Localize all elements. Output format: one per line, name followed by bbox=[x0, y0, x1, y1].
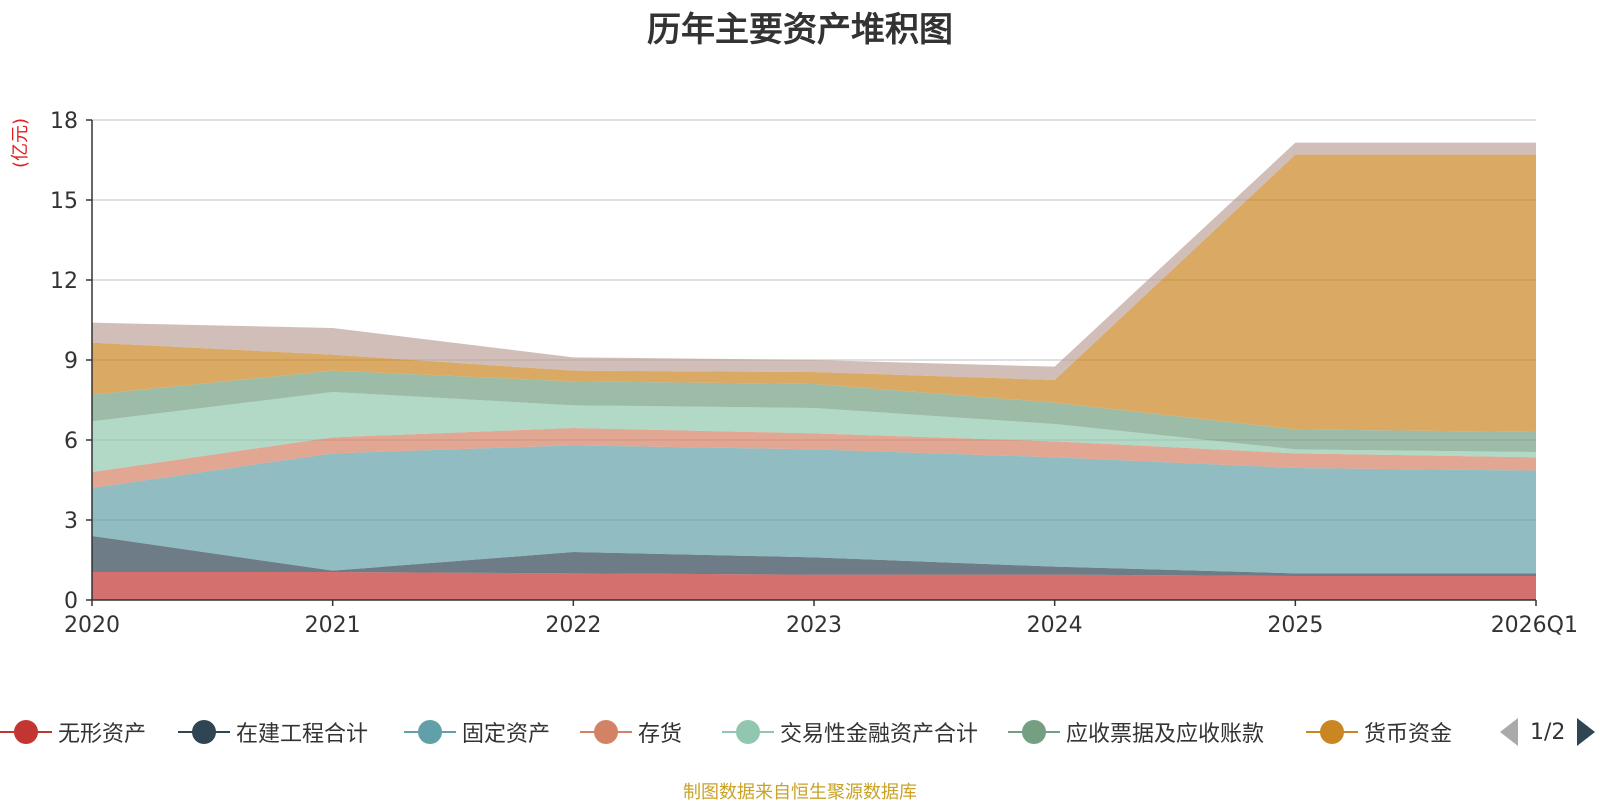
legend-marker-icon bbox=[178, 712, 230, 752]
legend-item[interactable]: 固定资产 bbox=[404, 712, 550, 752]
area-series-3 bbox=[92, 445, 1536, 574]
area-series-5 bbox=[92, 392, 1536, 472]
y-tick-label: 18 bbox=[50, 109, 78, 134]
data-source-note: 制图数据来自恒生聚源数据库 bbox=[683, 782, 917, 803]
legend-pager: 1/2 bbox=[1500, 712, 1596, 752]
legend-marker-icon bbox=[1008, 712, 1060, 752]
legend-label: 货币资金 bbox=[1364, 722, 1453, 747]
x-tick-label: 2023 bbox=[786, 613, 842, 638]
legend-item[interactable]: 应收票据及应收账款 bbox=[1008, 712, 1264, 752]
legend-item[interactable]: 无形资产 bbox=[0, 712, 146, 752]
area-series-6 bbox=[92, 370, 1536, 452]
y-tick-label: 6 bbox=[64, 429, 78, 454]
chart-title: 历年主要资产堆积图 bbox=[647, 10, 953, 50]
legend-item[interactable]: 交易性金融资产合计 bbox=[722, 712, 978, 752]
legend-marker-icon bbox=[1306, 712, 1358, 752]
x-tick-label: 2022 bbox=[545, 613, 601, 638]
legend-label: 固定资产 bbox=[462, 722, 551, 747]
legend-item[interactable]: 存货 bbox=[580, 712, 682, 752]
legend-prev-page-icon[interactable] bbox=[1500, 718, 1518, 746]
axes: 0 3 6 9 12 15 18 2020 2021 2022 2023 2024 2025 2026Q1 bbox=[50, 109, 1578, 638]
y-tick-label: 9 bbox=[64, 349, 78, 374]
legend-marker-icon bbox=[404, 712, 456, 752]
legend-label: 交易性金融资产合计 bbox=[780, 722, 979, 747]
legend-item[interactable]: 在建工程合计 bbox=[178, 712, 368, 752]
area-series-2 bbox=[92, 536, 1536, 576]
x-tick-label: 2020 bbox=[64, 613, 120, 638]
area-series-1 bbox=[92, 572, 1536, 600]
legend-label: 应收票据及应收账款 bbox=[1066, 722, 1265, 747]
x-tick-label: 2026Q1 bbox=[1491, 613, 1578, 638]
legend-label: 在建工程合计 bbox=[236, 722, 369, 747]
y-tick-label: 3 bbox=[64, 509, 78, 534]
x-tick-label: 2021 bbox=[305, 613, 361, 638]
legend-marker-icon bbox=[722, 712, 774, 752]
legend-label: 存货 bbox=[638, 722, 683, 747]
y-axis-label: (亿元) bbox=[10, 118, 31, 168]
y-tick-label: 0 bbox=[64, 589, 78, 614]
legend-marker-icon bbox=[0, 712, 52, 752]
legend-label: 无形资产 bbox=[58, 722, 147, 747]
area-series-4 bbox=[92, 428, 1536, 488]
legend-item[interactable]: 货币资金 bbox=[1306, 712, 1452, 752]
x-tick-label: 2025 bbox=[1267, 613, 1323, 638]
legend: 无形资产 在建工程合计 固定资产 存货 交易性金融资产合计 应收票据及应收账款 货币资金 bbox=[0, 712, 1600, 752]
y-tick-label: 12 bbox=[50, 269, 78, 294]
area-series bbox=[92, 142, 1536, 600]
y-tick-label: 15 bbox=[50, 189, 78, 214]
area-series-7 bbox=[92, 154, 1536, 432]
legend-page-indicator: 1/2 bbox=[1530, 719, 1566, 745]
legend-marker-icon bbox=[580, 712, 632, 752]
x-tick-label: 2024 bbox=[1027, 613, 1083, 638]
legend-next-page-icon[interactable] bbox=[1577, 718, 1596, 746]
